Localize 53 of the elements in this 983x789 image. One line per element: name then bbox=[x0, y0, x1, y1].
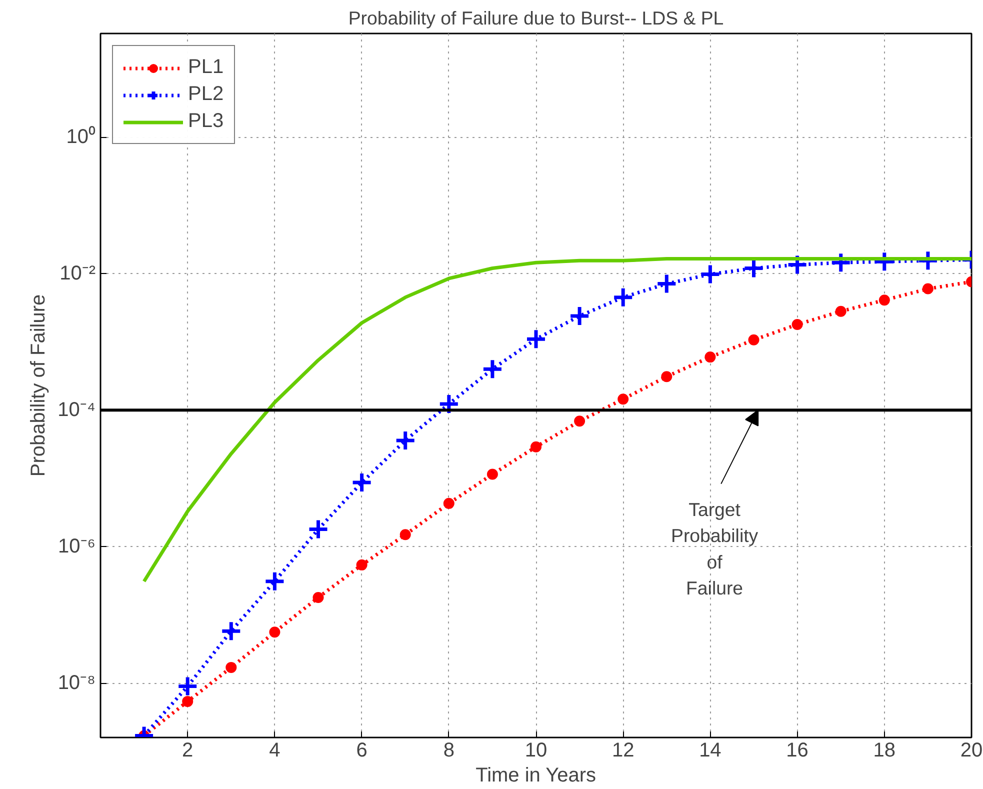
point bbox=[661, 371, 672, 382]
point bbox=[220, 620, 242, 642]
point bbox=[618, 394, 629, 405]
point bbox=[176, 676, 198, 698]
x-tick-label: 4 bbox=[269, 740, 280, 762]
x-tick-label: 12 bbox=[612, 740, 634, 762]
legend-label: PL3 bbox=[188, 110, 224, 133]
point bbox=[878, 294, 890, 306]
y-tick-label: 10⁻⁴ bbox=[58, 399, 96, 422]
point bbox=[530, 441, 542, 452]
point bbox=[312, 592, 324, 603]
point bbox=[308, 518, 329, 540]
point bbox=[356, 559, 368, 570]
x-tick-label: 16 bbox=[786, 740, 808, 762]
point bbox=[394, 430, 416, 452]
point bbox=[182, 696, 194, 707]
legend-label: PL1 bbox=[188, 56, 224, 79]
point bbox=[792, 318, 803, 330]
annotation: Target Probability of Failure bbox=[671, 498, 759, 599]
y-tick-label: 10⁻⁶ bbox=[58, 536, 96, 558]
point bbox=[443, 498, 454, 509]
point bbox=[574, 416, 586, 427]
x-tick-label: 20 bbox=[960, 740, 983, 762]
point bbox=[922, 283, 934, 294]
point bbox=[486, 468, 498, 480]
x-tick-label: 18 bbox=[873, 740, 896, 762]
y-axis-title: Probability of Failure bbox=[28, 294, 50, 477]
point bbox=[748, 334, 760, 346]
x-tick-label: 14 bbox=[699, 740, 722, 762]
legend-label: PL2 bbox=[188, 83, 224, 106]
point bbox=[264, 570, 286, 592]
point bbox=[612, 286, 634, 308]
y-tick-label: 10⁰ bbox=[66, 125, 96, 148]
y-tick-label: 10⁻⁸ bbox=[58, 672, 96, 694]
point bbox=[482, 358, 504, 380]
point bbox=[699, 264, 721, 285]
x-axis-title: Time in Years bbox=[476, 764, 596, 786]
point bbox=[656, 273, 678, 295]
point bbox=[438, 393, 460, 415]
chart-title: Probability of Failure due to Burst-- LDS & PL bbox=[348, 8, 724, 28]
point bbox=[269, 626, 280, 638]
y-tick-label: 10⁻² bbox=[60, 262, 96, 285]
point bbox=[226, 662, 237, 673]
x-tick-label: 2 bbox=[182, 740, 194, 762]
x-tick-label: 8 bbox=[443, 740, 454, 762]
x-tick-label: 10 bbox=[524, 740, 548, 762]
point bbox=[704, 352, 716, 363]
x-tick-label: 6 bbox=[356, 740, 368, 762]
point bbox=[400, 529, 411, 540]
point bbox=[835, 306, 846, 317]
point bbox=[351, 472, 373, 494]
point bbox=[525, 328, 547, 350]
point bbox=[568, 305, 590, 327]
